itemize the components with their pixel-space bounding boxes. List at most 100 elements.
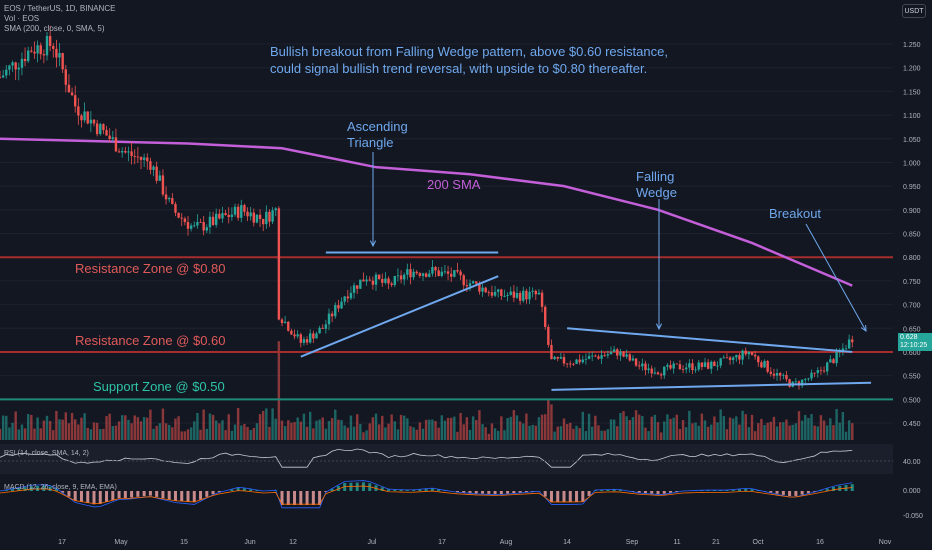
candle-body — [418, 273, 422, 276]
sma-annotation: 200 SMA — [427, 177, 481, 192]
macd-histogram-bar — [831, 487, 835, 491]
volume-bar — [189, 427, 193, 440]
candle-body — [525, 290, 528, 300]
candle-body — [240, 205, 243, 218]
macd-histogram-bar — [737, 489, 741, 491]
volume-bar — [409, 426, 412, 440]
candle-body — [528, 291, 531, 300]
candle-body — [431, 267, 434, 274]
macd-histogram-bar — [750, 489, 754, 491]
candle-body — [0, 77, 2, 78]
candle-body — [634, 358, 638, 366]
volume-bar — [750, 414, 754, 440]
candle-body — [105, 130, 108, 136]
candle-body — [124, 151, 127, 153]
candle-body — [540, 292, 544, 307]
volume-bar — [851, 423, 854, 440]
candle-body — [456, 270, 459, 272]
volume-bar — [804, 414, 807, 440]
price-tick-label: 1.150 — [903, 89, 921, 96]
annotation-arrows — [369, 152, 867, 333]
candle-body — [741, 350, 744, 360]
volume-bar — [732, 418, 735, 440]
candle-body — [189, 225, 193, 229]
volume-bar — [271, 408, 274, 440]
price-axis[interactable]: 1.250 1.200 1.150 1.100 1.050 1.000 0.950 0.900… — [893, 0, 932, 550]
volume-bar — [434, 421, 437, 440]
candle-body — [80, 115, 83, 121]
macd-histogram-bar — [819, 490, 823, 491]
candle-body — [315, 333, 318, 339]
bar-countdown: 12:10:25 — [900, 342, 928, 349]
price-tick-label: 0.600 — [903, 350, 921, 357]
volume-bar — [330, 418, 334, 440]
macd-histogram-bar — [54, 488, 58, 491]
macd-histogram-bar — [61, 491, 65, 493]
price-tick-label: 0.900 — [903, 208, 921, 215]
volume-bar — [142, 417, 146, 440]
candle-body — [164, 194, 168, 200]
macd-histogram-bar — [474, 491, 478, 494]
volume-bar — [431, 419, 434, 440]
currency-button[interactable]: USDT — [902, 4, 926, 18]
arrow-head — [369, 240, 377, 248]
candle-body — [446, 271, 450, 274]
macd-histogram-bar — [637, 491, 641, 493]
candle-body — [406, 269, 409, 275]
candle-body — [211, 216, 215, 225]
candle-body — [490, 292, 494, 296]
macd-histogram-bar — [499, 491, 503, 494]
candle-body — [659, 374, 663, 376]
volume-bar — [597, 425, 600, 440]
sma-line — [0, 137, 853, 287]
time-axis[interactable]: 17 May 15 Jun 12 Jul 17 Aug 14 Sep 11 21 Oct 16 Nov — [58, 539, 892, 546]
candle-body — [409, 269, 412, 278]
candle-body — [788, 379, 791, 387]
candle-body — [127, 151, 130, 153]
sma-200-line — [0, 137, 853, 287]
macd-histogram-bar — [123, 491, 127, 498]
volume-bar — [816, 426, 819, 440]
last-price: 0.628 — [900, 334, 918, 341]
volume-bar — [274, 418, 277, 440]
volume-bar — [603, 430, 606, 440]
rsi-label: RSI (14, close, SMA, 14, 2) — [4, 450, 89, 457]
macd-histogram-bar — [242, 488, 246, 491]
volume-bar — [515, 415, 519, 440]
macd-histogram-bar — [349, 482, 353, 491]
volume-bar — [374, 413, 378, 440]
macd-histogram-bar — [412, 489, 416, 491]
macd-histogram-bar — [255, 490, 259, 491]
volume-bar — [569, 422, 572, 440]
candle-body — [644, 363, 647, 371]
candle-body — [412, 271, 415, 278]
volume-bar — [39, 428, 42, 440]
candle-body — [669, 365, 672, 369]
macd-histogram-bar — [731, 489, 735, 491]
candle-body — [493, 291, 497, 296]
volume-bar — [55, 410, 58, 440]
candle-body — [807, 378, 810, 380]
candle-body — [512, 291, 516, 298]
volume-bar — [547, 399, 550, 440]
macd-histogram-bar — [161, 491, 165, 499]
volume-bar — [625, 416, 628, 440]
volume-bar — [11, 422, 14, 440]
volume-bar — [446, 417, 450, 440]
candle-body — [597, 356, 600, 359]
macd-histogram-bar — [744, 488, 748, 491]
candle-body — [349, 292, 353, 299]
candle-body — [468, 283, 472, 287]
macd-histogram-bar — [430, 488, 434, 491]
candle-body — [8, 65, 11, 70]
volume-bar — [791, 424, 794, 440]
volume-bar — [381, 415, 384, 440]
candle-body — [196, 222, 199, 226]
volume-bar — [553, 431, 556, 440]
candle-body — [133, 156, 136, 157]
candle-body — [243, 205, 246, 212]
volume-bar — [706, 426, 710, 440]
price-tick-label: 1.200 — [903, 66, 921, 73]
candle-body — [111, 137, 114, 140]
